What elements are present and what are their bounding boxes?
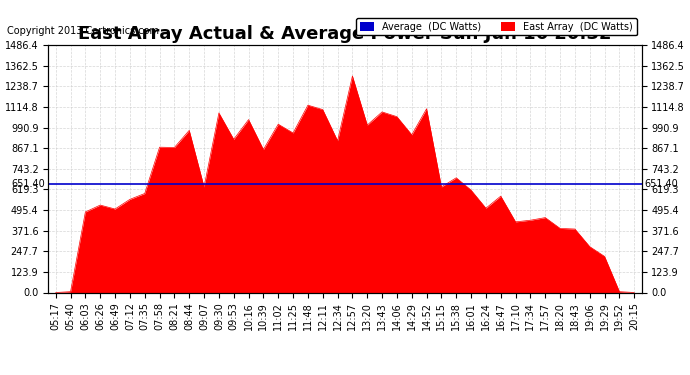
Title: East Array Actual & Average Power Sun Jun 16 20:32: East Array Actual & Average Power Sun Ju… xyxy=(78,26,612,44)
Legend: Average  (DC Watts), East Array  (DC Watts): Average (DC Watts), East Array (DC Watts… xyxy=(356,18,637,36)
Text: 651.40: 651.40 xyxy=(644,179,678,189)
Text: 651.40: 651.40 xyxy=(12,179,46,189)
Text: Copyright 2013 Cartronics.com: Copyright 2013 Cartronics.com xyxy=(7,26,159,36)
